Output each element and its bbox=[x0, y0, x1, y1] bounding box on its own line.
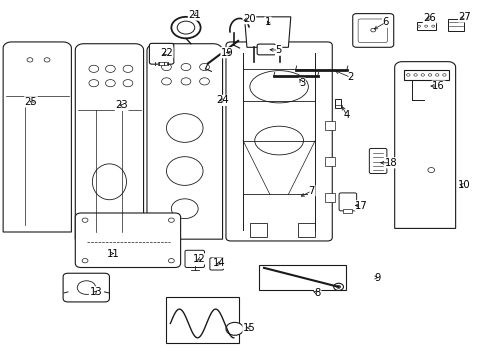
FancyBboxPatch shape bbox=[352, 14, 393, 47]
Bar bbox=[343, 209, 351, 213]
Text: 8: 8 bbox=[314, 288, 320, 298]
Bar bbox=[325, 193, 334, 202]
Circle shape bbox=[27, 58, 33, 62]
Text: 23: 23 bbox=[115, 100, 128, 111]
Circle shape bbox=[406, 74, 409, 76]
Polygon shape bbox=[244, 17, 290, 47]
FancyBboxPatch shape bbox=[338, 193, 356, 211]
Ellipse shape bbox=[166, 157, 203, 185]
Circle shape bbox=[168, 258, 174, 263]
Text: 22: 22 bbox=[160, 48, 172, 58]
Circle shape bbox=[89, 80, 99, 87]
Text: 4: 4 bbox=[343, 111, 349, 121]
FancyBboxPatch shape bbox=[257, 44, 275, 55]
Text: 21: 21 bbox=[188, 10, 201, 20]
Circle shape bbox=[199, 63, 209, 71]
Text: 16: 16 bbox=[431, 81, 444, 91]
FancyBboxPatch shape bbox=[149, 43, 173, 64]
Circle shape bbox=[105, 65, 115, 72]
Bar bbox=[259, 265, 345, 291]
Circle shape bbox=[177, 21, 194, 34]
Text: 14: 14 bbox=[212, 258, 225, 268]
Circle shape bbox=[417, 25, 420, 27]
Text: 11: 11 bbox=[106, 248, 119, 258]
Bar bbox=[404, 69, 448, 80]
Bar bbox=[250, 223, 267, 237]
Polygon shape bbox=[3, 42, 71, 232]
Circle shape bbox=[181, 78, 190, 85]
Text: 7: 7 bbox=[308, 186, 314, 196]
Text: 1: 1 bbox=[264, 17, 270, 27]
Text: 2: 2 bbox=[347, 72, 353, 82]
FancyBboxPatch shape bbox=[184, 250, 204, 267]
Text: 5: 5 bbox=[275, 45, 281, 55]
Text: 27: 27 bbox=[458, 12, 470, 22]
Circle shape bbox=[420, 74, 424, 76]
Circle shape bbox=[171, 17, 200, 39]
Bar bbox=[298, 223, 315, 237]
Circle shape bbox=[44, 58, 50, 62]
Circle shape bbox=[427, 167, 434, 172]
Ellipse shape bbox=[171, 199, 198, 219]
Circle shape bbox=[413, 74, 416, 76]
Circle shape bbox=[370, 28, 375, 32]
Polygon shape bbox=[147, 44, 222, 239]
Circle shape bbox=[82, 218, 88, 222]
Circle shape bbox=[442, 74, 445, 76]
Circle shape bbox=[123, 80, 133, 87]
Text: 26: 26 bbox=[423, 13, 435, 23]
Ellipse shape bbox=[92, 164, 126, 200]
Text: 13: 13 bbox=[89, 287, 102, 297]
Text: 6: 6 bbox=[382, 17, 388, 27]
Circle shape bbox=[181, 63, 190, 71]
Text: 3: 3 bbox=[298, 78, 305, 88]
Text: 10: 10 bbox=[457, 180, 469, 190]
Circle shape bbox=[427, 74, 431, 76]
Bar bbox=[325, 157, 334, 166]
FancyBboxPatch shape bbox=[209, 258, 223, 270]
Circle shape bbox=[161, 78, 171, 85]
FancyBboxPatch shape bbox=[63, 273, 109, 302]
Text: 9: 9 bbox=[373, 273, 380, 283]
Ellipse shape bbox=[77, 281, 96, 294]
Bar bbox=[166, 297, 238, 343]
Bar bbox=[334, 99, 340, 108]
Text: 24: 24 bbox=[216, 95, 228, 105]
Text: 18: 18 bbox=[384, 158, 396, 168]
Bar bbox=[158, 62, 167, 64]
Ellipse shape bbox=[166, 114, 203, 142]
Circle shape bbox=[168, 218, 174, 222]
Text: 20: 20 bbox=[243, 14, 255, 24]
Circle shape bbox=[424, 25, 427, 27]
Polygon shape bbox=[75, 44, 143, 239]
FancyBboxPatch shape bbox=[75, 213, 180, 267]
Circle shape bbox=[105, 80, 115, 87]
Circle shape bbox=[333, 283, 343, 291]
Circle shape bbox=[89, 65, 99, 72]
Text: 12: 12 bbox=[193, 254, 205, 264]
FancyBboxPatch shape bbox=[368, 148, 386, 174]
FancyBboxPatch shape bbox=[357, 19, 386, 42]
Text: 25: 25 bbox=[24, 97, 37, 107]
Bar bbox=[416, 22, 435, 30]
FancyBboxPatch shape bbox=[225, 42, 331, 241]
Polygon shape bbox=[394, 62, 455, 228]
Circle shape bbox=[225, 322, 243, 335]
Text: 19: 19 bbox=[221, 48, 233, 58]
Circle shape bbox=[123, 65, 133, 72]
Circle shape bbox=[336, 285, 340, 288]
Circle shape bbox=[82, 258, 88, 263]
Circle shape bbox=[435, 74, 438, 76]
Circle shape bbox=[161, 63, 171, 71]
Circle shape bbox=[199, 78, 209, 85]
Polygon shape bbox=[447, 19, 463, 31]
Bar bbox=[325, 121, 334, 130]
Ellipse shape bbox=[249, 71, 308, 103]
Text: 17: 17 bbox=[354, 201, 367, 211]
Text: 15: 15 bbox=[243, 323, 255, 333]
Circle shape bbox=[431, 25, 434, 27]
Ellipse shape bbox=[254, 126, 303, 155]
